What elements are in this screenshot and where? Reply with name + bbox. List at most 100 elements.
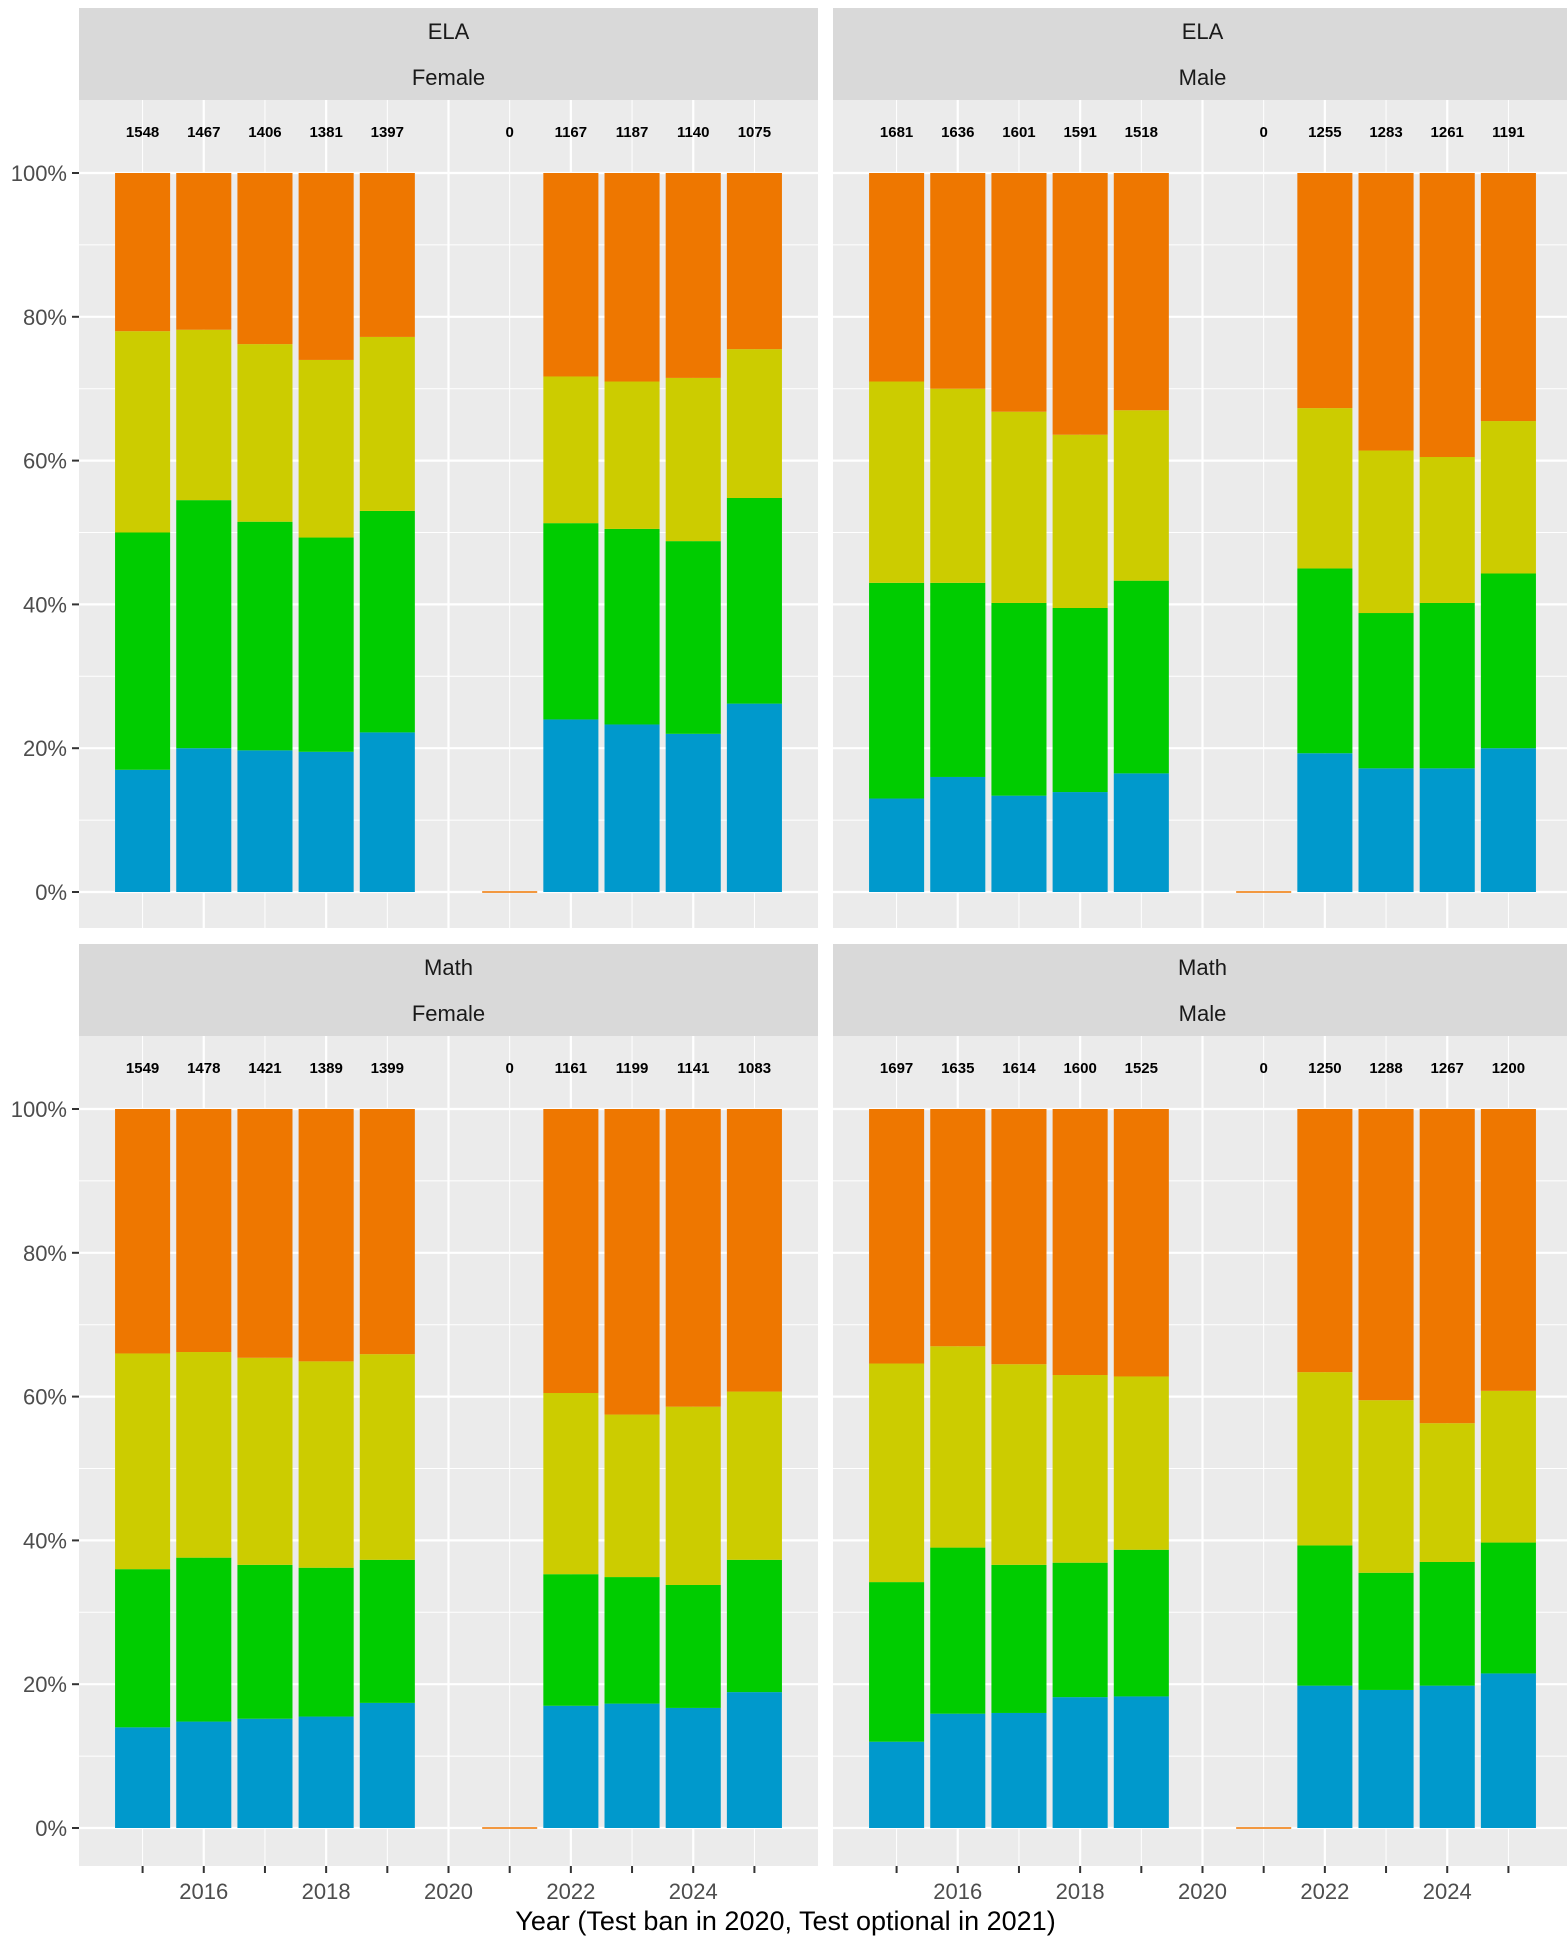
y-axis-tick-label: 80% bbox=[23, 305, 67, 330]
bar-segment-level-2 bbox=[176, 500, 232, 749]
bar-count-label: 1389 bbox=[309, 1060, 342, 1077]
bar-segment-level-2 bbox=[604, 528, 660, 725]
bar-segment-level-bottom bbox=[604, 724, 660, 892]
x-axis-tick-label: 2020 bbox=[424, 1879, 473, 1904]
bar-segment-level-3 bbox=[237, 1357, 293, 1565]
y-axis-tick-label: 40% bbox=[23, 592, 67, 617]
bar-segment-level-2 bbox=[991, 1564, 1047, 1713]
y-axis-tick-label: 40% bbox=[23, 1528, 67, 1553]
bar-segment-level-2 bbox=[665, 541, 721, 734]
bar-segment-level-top bbox=[1297, 1109, 1353, 1373]
bar-segment-level-3 bbox=[1419, 1423, 1475, 1562]
bar-count-label: 1636 bbox=[941, 124, 974, 141]
y-axis-tick-label: 80% bbox=[23, 1241, 67, 1266]
bar-count-label: 1255 bbox=[1308, 124, 1341, 141]
bar-segment-level-bottom bbox=[930, 776, 986, 892]
facet-subject-label: ELA bbox=[428, 19, 470, 44]
facet-gender-label: Male bbox=[1179, 65, 1227, 90]
bar-segment-level-3 bbox=[1480, 421, 1536, 574]
bar-count-label: 1635 bbox=[941, 1060, 974, 1077]
bar-segment-level-top bbox=[176, 1109, 232, 1353]
bar-segment-level-bottom bbox=[176, 748, 232, 892]
bar-segment-level-top bbox=[237, 173, 293, 345]
bar-segment-level-2 bbox=[298, 537, 354, 752]
bar-count-label: 1140 bbox=[677, 124, 710, 141]
bar-segment-level-2 bbox=[869, 1582, 925, 1742]
bar-segment-level-3 bbox=[176, 329, 232, 501]
bar-segment-level-bottom bbox=[1113, 773, 1169, 892]
bar-segment-level-bottom bbox=[1358, 1689, 1414, 1828]
y-axis-tick-label: 100% bbox=[11, 161, 67, 186]
bar-segment-level-2 bbox=[1052, 607, 1108, 793]
x-axis-tick-label: 2022 bbox=[1300, 1879, 1349, 1904]
bar-segment-level-2 bbox=[298, 1567, 354, 1717]
bar-count-label: 1199 bbox=[616, 1060, 649, 1077]
bar-count-label: 1525 bbox=[1125, 1060, 1158, 1077]
bar-count-label: 1399 bbox=[371, 1060, 404, 1077]
bar-segment-level-3 bbox=[1052, 1375, 1108, 1563]
bar-segment-level-bottom bbox=[237, 750, 293, 892]
bar-segment-level-3 bbox=[930, 388, 986, 583]
bar-segment-level-top bbox=[298, 173, 354, 360]
bar-segment-level-3 bbox=[1419, 457, 1475, 603]
bar-segment-level-3 bbox=[1297, 1372, 1353, 1546]
x-axis-tick-label: 2016 bbox=[933, 1879, 982, 1904]
x-axis-tick-label: 2024 bbox=[1423, 1879, 1472, 1904]
bar-segment-level-bottom bbox=[1297, 1685, 1353, 1828]
bar-segment-level-bottom bbox=[1052, 792, 1108, 892]
bar-segment-level-3 bbox=[1358, 1400, 1414, 1573]
x-axis-tick-label: 2022 bbox=[546, 1879, 595, 1904]
bar-count-label: 0 bbox=[1260, 1060, 1268, 1077]
bar-segment-level-3 bbox=[115, 331, 171, 533]
bar-count-label: 0 bbox=[506, 1060, 514, 1077]
bar-segment-level-2 bbox=[1419, 1561, 1475, 1686]
bar-segment-level-2 bbox=[1480, 1542, 1536, 1674]
y-axis-tick-label: 100% bbox=[11, 1097, 67, 1122]
bar-count-label: 1548 bbox=[126, 124, 159, 141]
bar-segment-level-2 bbox=[1113, 1549, 1169, 1697]
bar-segment-level-3 bbox=[359, 336, 415, 511]
bar-count-label: 1549 bbox=[126, 1060, 159, 1077]
bar-segment-level-2 bbox=[176, 1557, 232, 1722]
bar-segment-level-top bbox=[543, 173, 599, 377]
bar-segment-level-top bbox=[930, 173, 986, 389]
bar-count-label: 0 bbox=[1260, 124, 1268, 141]
bar-segment-level-2 bbox=[1419, 602, 1475, 769]
bar-segment-level-bottom bbox=[237, 1718, 293, 1828]
bar-count-label: 1187 bbox=[616, 124, 649, 141]
bar-segment-level-3 bbox=[930, 1346, 986, 1548]
facet-strip bbox=[833, 944, 1567, 1036]
bar-segment-level-2 bbox=[1297, 568, 1353, 754]
bar-count-label: 1381 bbox=[309, 124, 342, 141]
bar-segment-level-top bbox=[115, 173, 171, 332]
y-axis-tick-label: 20% bbox=[23, 1672, 67, 1697]
bar-segment-level-bottom bbox=[665, 1707, 721, 1828]
facet-subject-label: Math bbox=[424, 955, 473, 980]
x-axis-tick-label: 2018 bbox=[1056, 1879, 1105, 1904]
bar-segment-level-bottom bbox=[604, 1703, 660, 1828]
bar-segment-level-3 bbox=[298, 1361, 354, 1568]
y-axis-tick-label: 0% bbox=[35, 880, 67, 905]
bar-segment-level-bottom bbox=[1480, 1673, 1536, 1828]
bar-segment-level-bottom bbox=[115, 769, 171, 892]
bar-segment-level-top bbox=[1480, 1109, 1536, 1391]
facet-gender-label: Female bbox=[412, 65, 485, 90]
bar-segment-level-3 bbox=[176, 1352, 232, 1558]
bar-segment-level-top bbox=[991, 173, 1047, 412]
bar-segment-level-3 bbox=[1358, 450, 1414, 614]
bar-segment-level-bottom bbox=[298, 1716, 354, 1828]
bar-segment-level-top bbox=[1297, 173, 1353, 409]
y-axis-tick-label: 60% bbox=[23, 449, 67, 474]
bar-segment-level-2 bbox=[543, 1574, 599, 1706]
bar-count-label: 1288 bbox=[1369, 1060, 1402, 1077]
bar-segment-level-2 bbox=[237, 1564, 293, 1719]
bar-segment-level-2 bbox=[930, 1547, 986, 1714]
bar-segment-level-top bbox=[298, 1109, 354, 1362]
bar-count-label: 1591 bbox=[1063, 124, 1096, 141]
bar-segment-level-top bbox=[1419, 173, 1475, 458]
bar-segment-level-top bbox=[176, 173, 232, 330]
bar-segment-level-2 bbox=[115, 532, 171, 770]
y-axis-tick-label: 0% bbox=[35, 1816, 67, 1841]
bar-segment-level-3 bbox=[1297, 408, 1353, 569]
bar-segment-level-3 bbox=[115, 1353, 171, 1570]
